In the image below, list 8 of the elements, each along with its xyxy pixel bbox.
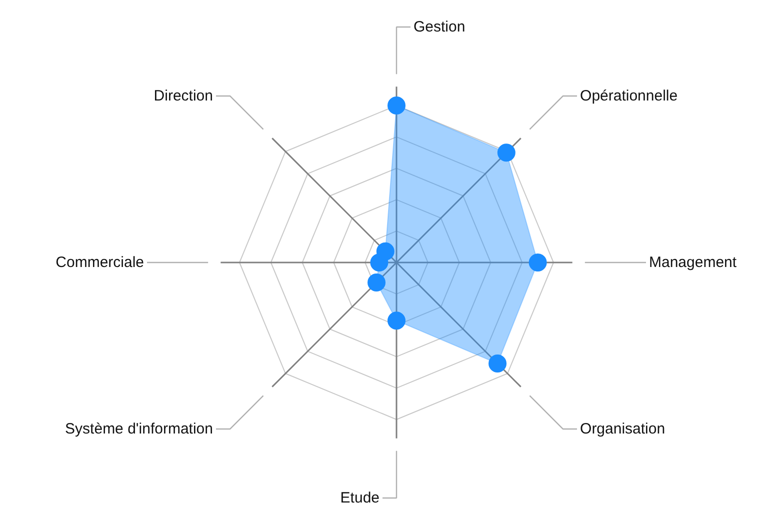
spoke-label: Etude bbox=[340, 490, 380, 506]
spoke-label: Commerciale bbox=[56, 254, 144, 271]
spoke-label: Organisation bbox=[580, 420, 666, 438]
spoke-label: Direction bbox=[154, 87, 213, 104]
spoke-label: Management bbox=[649, 254, 738, 271]
spoke-label: Opérationnelle bbox=[580, 87, 678, 104]
spoke-label: Système d'information bbox=[65, 420, 213, 438]
spoke-label: Gestion bbox=[414, 18, 466, 36]
